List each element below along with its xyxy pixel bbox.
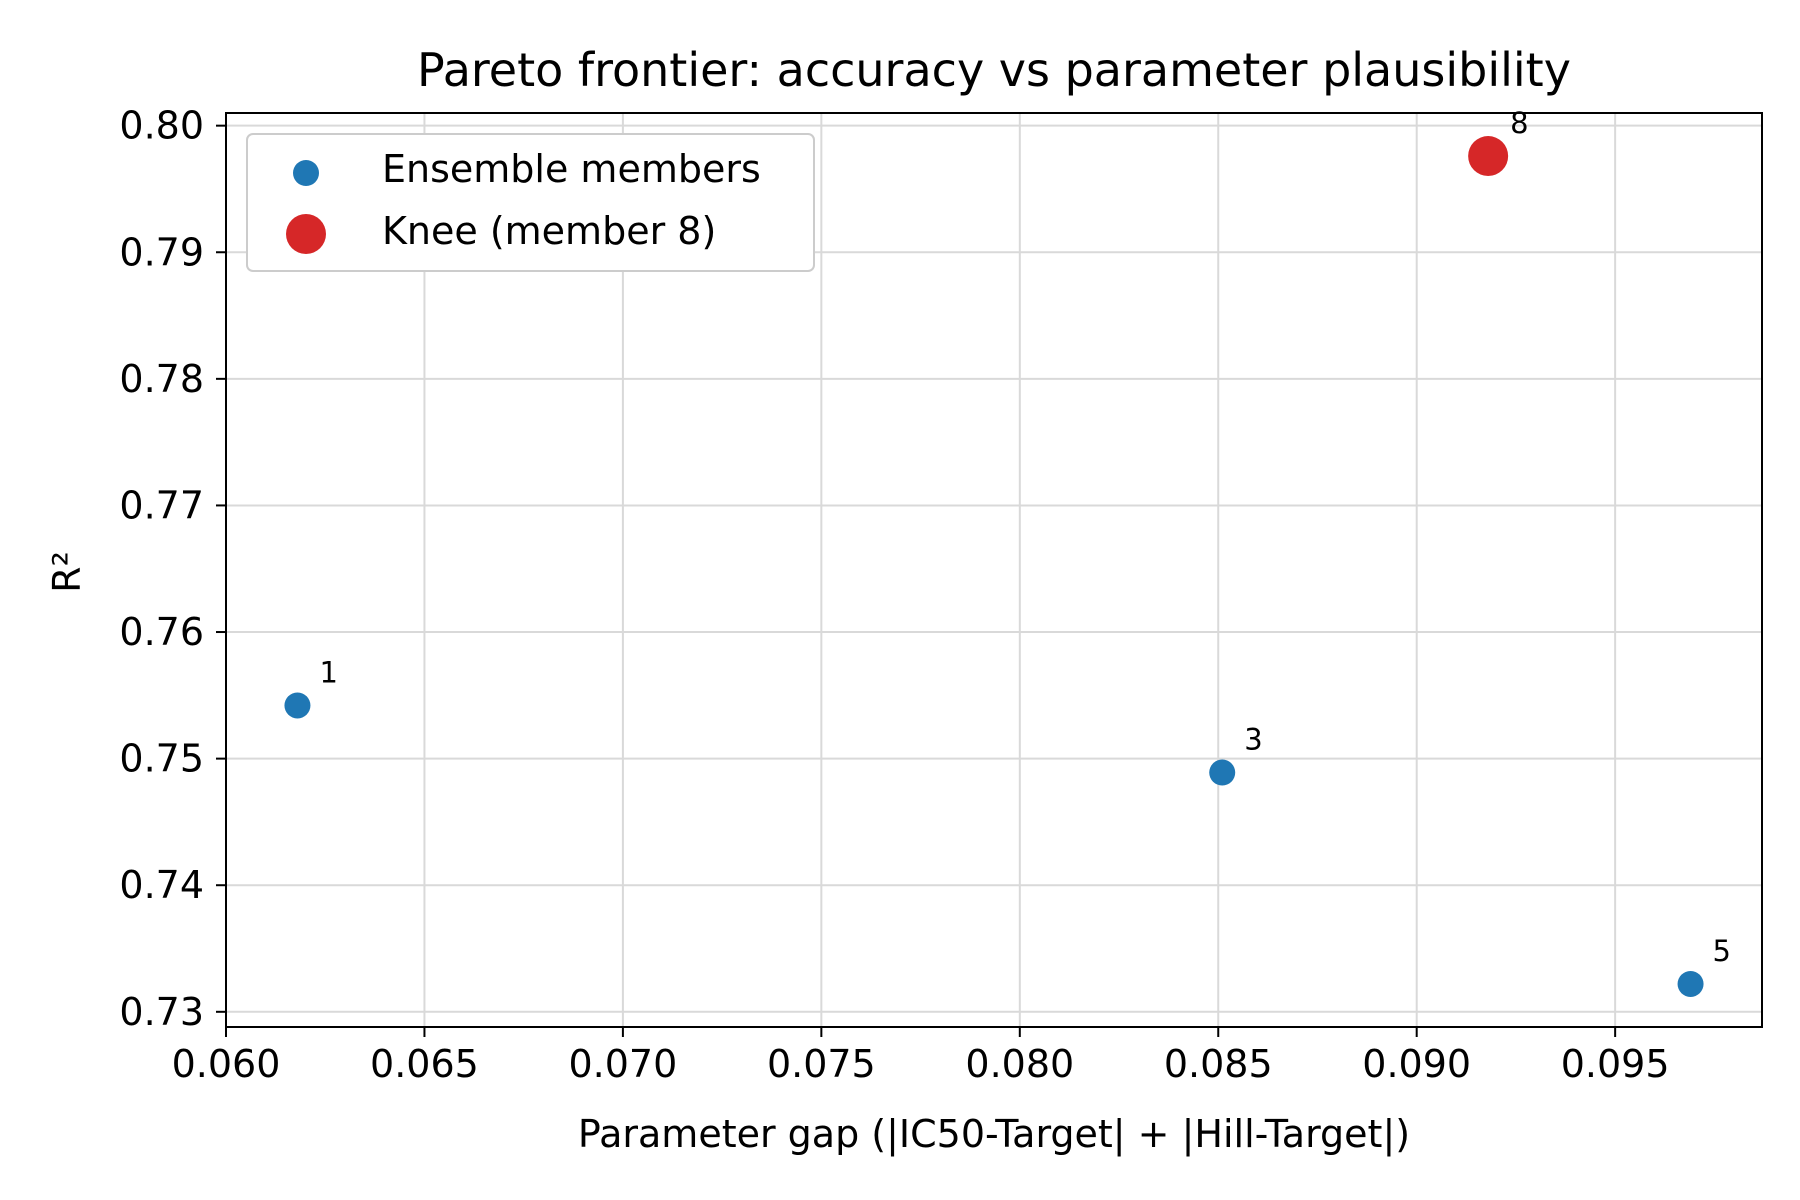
point-label: 5 <box>1713 934 1731 968</box>
ensemble-member-point <box>1677 970 1704 997</box>
x-tick-label: 0.070 <box>569 1042 678 1086</box>
x-tick-label: 0.065 <box>370 1042 479 1086</box>
x-axis-label: Parameter gap (|IC50-Target| + |Hill-Tar… <box>578 1112 1410 1157</box>
y-tick-label: 0.76 <box>119 610 204 654</box>
plot-frame <box>225 112 1763 1028</box>
axis-ticks: 0.060 0.065 0.070 0.075 0.080 0.085 0.090 0.095… <box>119 104 1669 1086</box>
y-tick-label: 0.78 <box>119 357 204 401</box>
x-tick-label: 0.095 <box>1561 1042 1670 1086</box>
legend-marker-knee <box>286 214 326 254</box>
y-axis-label: R² <box>45 551 89 593</box>
legend-box <box>246 133 815 272</box>
legend-marker-ensemble <box>293 160 319 186</box>
y-tick-label: 0.77 <box>119 483 204 527</box>
x-tick-label: 0.060 <box>172 1042 281 1086</box>
point-label: 3 <box>1244 723 1262 757</box>
knee-point <box>1468 136 1509 177</box>
legend: Ensemble members Knee (member 8) <box>246 133 815 272</box>
x-tick-label: 0.090 <box>1362 1042 1471 1086</box>
ensemble-member-point <box>1209 759 1236 786</box>
legend-label-knee: Knee (member 8) <box>382 209 716 253</box>
point-label: 8 <box>1510 106 1528 140</box>
ensemble-member-point <box>284 692 311 719</box>
chart-title: Pareto frontier: accuracy vs parameter p… <box>417 43 1571 97</box>
y-tick-label: 0.79 <box>119 230 204 274</box>
data-points: 1 3 5 8 <box>284 106 1731 997</box>
y-tick-label: 0.80 <box>119 104 204 148</box>
x-tick-label: 0.085 <box>1164 1042 1273 1086</box>
point-label: 1 <box>319 655 337 689</box>
legend-label-ensemble: Ensemble members <box>382 147 761 191</box>
y-tick-label: 0.75 <box>119 737 204 781</box>
x-tick-label: 0.080 <box>965 1042 1074 1086</box>
y-tick-label: 0.73 <box>119 990 204 1034</box>
x-tick-label: 0.075 <box>767 1042 876 1086</box>
y-tick-label: 0.74 <box>119 863 204 907</box>
